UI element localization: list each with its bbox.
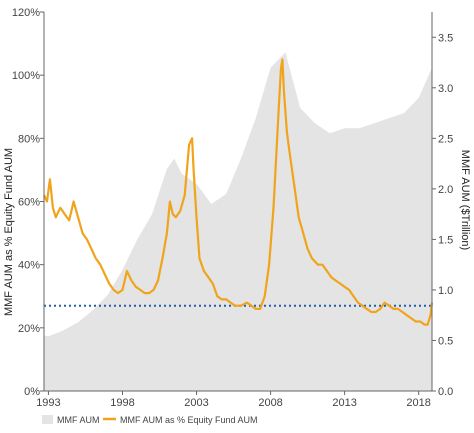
- x-tick-label: 2008: [258, 397, 282, 409]
- right-tick-label: 0.5: [438, 335, 453, 347]
- right-axis-label: MMF AUM ($Trillion): [459, 150, 471, 250]
- series-area-mmf-aum: [44, 52, 432, 392]
- right-tick-label: 1.0: [438, 285, 453, 297]
- right-tick-label: 2.5: [438, 133, 453, 145]
- left-axis-label: MMF AUM as % Equity Fund AUM: [3, 148, 15, 316]
- right-tick-label: 2.0: [438, 184, 453, 196]
- area-layer: [44, 52, 432, 392]
- x-tick-label: 2018: [406, 397, 430, 409]
- axis-layer: 0% 20% 40% 60% 80% 100% 120% 0.0 0.5 1.0 1.5 2.0 2.5…: [12, 7, 453, 409]
- left-tick-label: 80%: [18, 133, 40, 145]
- left-tick-label: 0%: [24, 386, 40, 398]
- x-tick-label: 2003: [184, 397, 208, 409]
- legend-swatch-mmf-aum: [42, 415, 53, 424]
- left-tick-label: 20%: [18, 323, 40, 335]
- x-tick-label: 1993: [36, 397, 60, 409]
- x-tick-label: 2013: [332, 397, 356, 409]
- legend: MMF AUM MMF AUM as % Equity Fund AUM: [42, 415, 258, 425]
- legend-label-mmf-aum: MMF AUM: [57, 415, 100, 425]
- right-tick-label: 3.0: [438, 83, 453, 95]
- x-tick-label: 1998: [110, 397, 134, 409]
- legend-label-mmf-pct: MMF AUM as % Equity Fund AUM: [120, 415, 258, 425]
- right-tick-label: 3.5: [438, 32, 453, 44]
- line-layer: [43, 58, 434, 326]
- series-line-mmf-pct: [43, 58, 434, 326]
- left-tick-label: 120%: [12, 7, 40, 19]
- left-tick-label: 100%: [12, 70, 40, 82]
- left-tick-label: 60%: [18, 197, 40, 209]
- left-tick-label: 40%: [18, 260, 40, 272]
- right-tick-label: 0.0: [438, 386, 453, 398]
- right-tick-label: 1.5: [438, 234, 453, 246]
